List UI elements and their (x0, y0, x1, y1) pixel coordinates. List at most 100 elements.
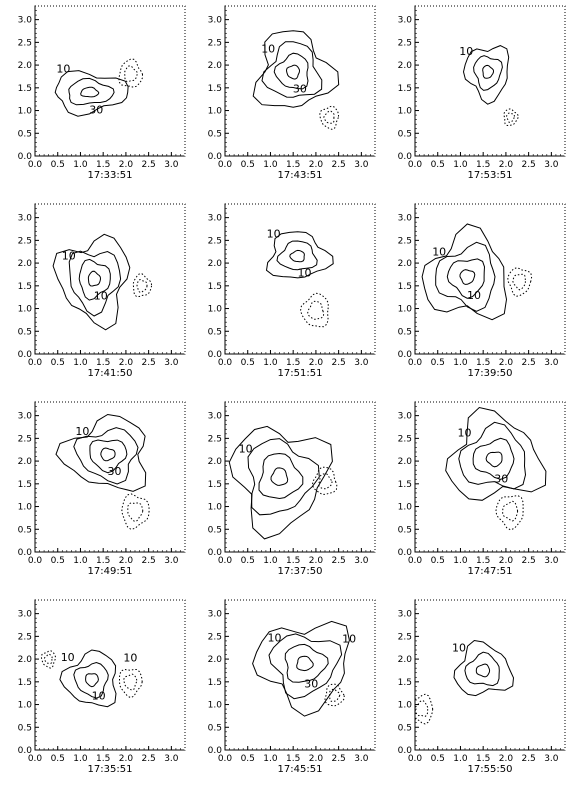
x-tick-label: 2.5 (141, 160, 155, 170)
contour-negative (328, 688, 341, 703)
contour-positive (459, 269, 476, 285)
contour-lines: 10 10 (421, 223, 533, 321)
contour-lines: 10 30 10 (252, 620, 356, 717)
x-tick-label: 0.0 (28, 160, 43, 170)
x-tick-label: 3.0 (354, 358, 369, 368)
y-tick-label: 2.5 (208, 434, 222, 444)
contour-positive (68, 77, 115, 106)
y-tick-label: 0.0 (18, 548, 33, 558)
contour-level-label: 10 (467, 289, 481, 302)
contour-positive (296, 655, 314, 672)
x-tick-label: 1.0 (73, 556, 88, 566)
x-tick-label: 0.5 (431, 556, 445, 566)
contour-level-label: 10 (61, 651, 75, 664)
y-tick-label: 2.0 (18, 457, 33, 467)
x-tick-label: 3.0 (544, 358, 559, 368)
contour-positive (453, 639, 515, 697)
y-tick-label: 2.5 (398, 434, 412, 444)
x-tick-label: 1.5 (286, 160, 300, 170)
y-tick-label: 2.5 (398, 38, 412, 48)
y-tick-label: 1.0 (398, 107, 413, 117)
y-tick-label: 3.0 (208, 412, 223, 422)
x-tick-label: 1.0 (263, 160, 278, 170)
x-tick-label: 1.5 (476, 358, 490, 368)
x-tick-label: 2.5 (331, 754, 345, 764)
contour-panel: 10 0.00.0 0.5 0.5 1.0 1.0 1.5 1.5 2.0 2.0 2.5 2.5 3.… (208, 401, 376, 577)
y-tick-label: 0.5 (208, 327, 222, 337)
x-tick-label: 1.0 (263, 754, 278, 764)
y-tick-label: 1.0 (208, 701, 223, 711)
x-tick-label: 3.0 (544, 556, 559, 566)
contour-panel: 10 10 0.00.0 0.5 0.5 1.0 1.0 1.5 1.5 2.0 2.0 2.5 2.5… (208, 203, 376, 379)
x-tick-label: 1.0 (263, 358, 278, 368)
contour-positive (55, 413, 147, 492)
contour-positive (54, 70, 129, 117)
contour-negative (415, 693, 434, 725)
contour-positive (289, 249, 305, 263)
x-tick-label: 0.5 (431, 160, 445, 170)
x-tick-label: 1.5 (286, 754, 300, 764)
y-tick-label: 1.5 (398, 678, 412, 688)
contour-positive (252, 30, 340, 108)
contour-positive (87, 270, 102, 287)
contour-panel: 10 10 0.00.0 0.5 0.5 1.0 1.0 1.5 1.5 2.0 2.0 2.5 2.5… (18, 203, 186, 379)
y-tick-label: 0.5 (18, 327, 32, 337)
contour-positive (475, 663, 491, 678)
contour-negative (323, 110, 335, 124)
y-tick-label: 1.0 (208, 305, 223, 315)
x-tick-label: 0.0 (28, 754, 43, 764)
y-tick-label: 2.0 (18, 61, 33, 71)
contour-level-label: 10 (298, 266, 312, 279)
y-tick-label: 3.0 (18, 16, 33, 26)
contour-negative (311, 466, 338, 495)
y-tick-label: 1.5 (18, 282, 32, 292)
y-tick-label: 2.5 (18, 434, 32, 444)
x-tick-label: 3.0 (544, 754, 559, 764)
panel-timestamp: 17:45:51 (278, 764, 323, 775)
y-tick-label: 1.5 (208, 84, 222, 94)
y-tick-label: 0.0 (398, 746, 413, 756)
contour-level-label: 10 (432, 246, 446, 259)
y-tick-label: 2.5 (18, 236, 32, 246)
x-tick-label: 2.5 (521, 358, 535, 368)
x-tick-label: 1.5 (96, 358, 110, 368)
x-tick-label: 0.5 (51, 556, 65, 566)
x-tick-label: 3.0 (164, 160, 179, 170)
y-tick-label: 0.0 (18, 152, 33, 162)
contour-lines: 10 30 (55, 413, 150, 530)
contour-level-label: 10 (261, 43, 275, 56)
y-tick-label: 0.5 (398, 129, 412, 139)
plot-frame (414, 5, 566, 157)
x-tick-label: 2.0 (499, 160, 514, 170)
x-tick-label: 2.0 (309, 160, 324, 170)
x-tick-label: 2.0 (499, 556, 514, 566)
contour-positive (472, 437, 515, 480)
y-tick-label: 1.5 (208, 678, 222, 688)
y-tick-label: 2.0 (18, 259, 33, 269)
y-tick-label: 2.0 (208, 61, 223, 71)
y-tick-label: 0.5 (18, 723, 32, 733)
plot-frame (414, 203, 566, 355)
y-tick-label: 1.5 (398, 84, 412, 94)
contour-positive (265, 231, 334, 279)
x-tick-label: 2.5 (141, 556, 155, 566)
x-tick-label: 2.0 (309, 754, 324, 764)
x-tick-label: 0.0 (218, 358, 233, 368)
y-tick-label: 0.5 (398, 723, 412, 733)
contour-lines: 10 30 (54, 58, 144, 117)
contour-lines: 10 (415, 639, 515, 725)
contour-positive (445, 406, 547, 501)
y-tick-label: 3.0 (398, 412, 413, 422)
contour-positive (261, 41, 323, 98)
y-tick-label: 3.0 (208, 214, 223, 224)
x-tick-label: 1.0 (453, 754, 468, 764)
panel-timestamp: 17:39:50 (468, 368, 513, 379)
y-tick-label: 0.0 (398, 350, 413, 360)
y-tick-label: 1.5 (18, 678, 32, 688)
plot-frame (414, 401, 566, 553)
contour-negative (307, 300, 325, 320)
y-tick-label: 2.0 (208, 457, 223, 467)
x-tick-label: 2.5 (141, 754, 155, 764)
contour-negative (415, 699, 429, 717)
